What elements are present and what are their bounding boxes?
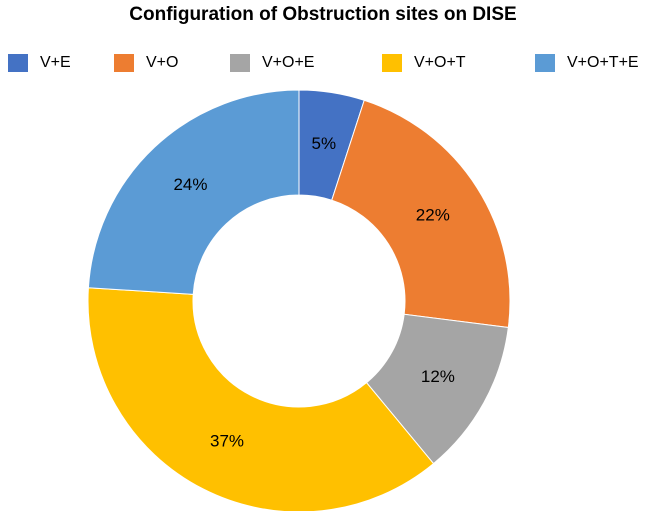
legend-swatch (230, 54, 250, 72)
legend-item-v-o-t: V+O+T (382, 50, 466, 76)
chart-title: Configuration of Obstruction sites on DI… (129, 4, 517, 25)
legend-item-v-o-t-e: V+O+T+E (535, 50, 639, 76)
legend-swatch (382, 54, 402, 72)
legend-swatch (8, 54, 28, 72)
donut-slice-v-o-t (87, 287, 435, 511)
donut-slice-v-o (331, 99, 511, 329)
legend-item-v-e: V+E (8, 50, 71, 76)
slice-data-label: 12% (421, 367, 455, 386)
donut-slice-v-o-t-e (87, 89, 300, 295)
legend-swatch (114, 54, 134, 72)
legend-label: V+O+T+E (567, 54, 639, 71)
legend-label: V+O+T (414, 54, 466, 71)
slice-data-label: 37% (210, 432, 244, 451)
legend-label: V+O+E (262, 54, 315, 71)
slice-data-label: 22% (416, 206, 450, 225)
legend-label: V+E (40, 54, 71, 71)
legend-item-v-o: V+O (114, 50, 178, 76)
chart-legend: V+E V+O V+O+E V+O+T V+O+T+E (0, 50, 646, 76)
legend-swatch (535, 54, 555, 72)
slice-data-label: 5% (312, 134, 337, 153)
slice-data-label: 24% (173, 175, 207, 194)
legend-item-v-o-e: V+O+E (230, 50, 314, 76)
legend-label: V+O (146, 54, 179, 71)
